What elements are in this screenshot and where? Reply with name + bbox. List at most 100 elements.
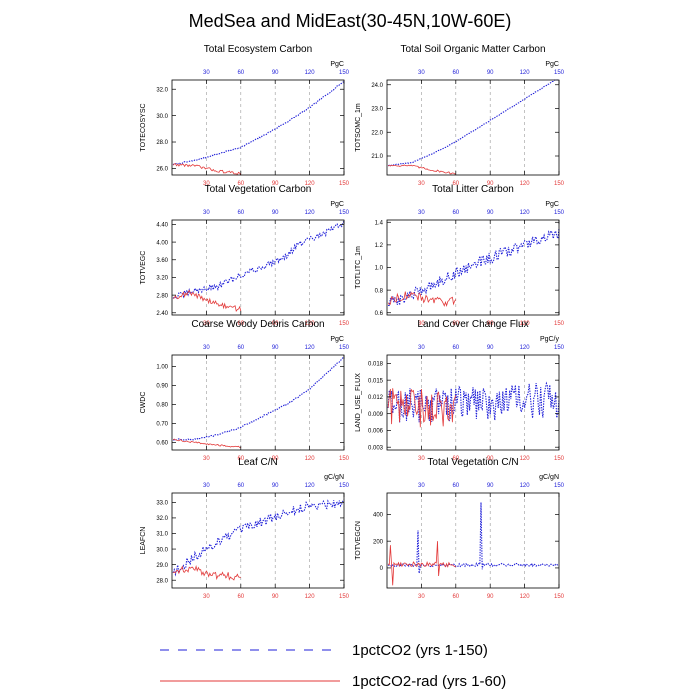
x-tick-label-bottom: 30 <box>203 181 210 187</box>
y-axis-label: CWDC <box>140 392 147 414</box>
x-tick-label-top: 120 <box>520 210 531 216</box>
y-tick-label: 32.0 <box>156 87 168 93</box>
y-tick-label: 2.40 <box>156 311 168 317</box>
x-tick-label-bottom: 90 <box>272 456 279 462</box>
y-axis-label: TOTVEGCN <box>355 521 362 560</box>
y-tick-label: 0.80 <box>156 403 168 409</box>
x-tick-label-top: 90 <box>272 70 279 76</box>
legend-label-1pctco2-rad: 1pctCO2-rad (yrs 1-60) <box>352 673 506 690</box>
y-tick-label: 28.0 <box>156 578 168 584</box>
x-tick-label-top: 90 <box>272 345 279 351</box>
x-tick-label-top: 60 <box>452 70 459 76</box>
x-tick-label-top: 150 <box>554 483 565 489</box>
x-tick-label-top: 90 <box>272 210 279 216</box>
y-tick-label: 0.006 <box>368 429 384 435</box>
y-tick-label: 0.60 <box>156 441 168 447</box>
y-axis-label: TOTECOSYSC <box>140 103 147 151</box>
y-tick-label: 32.0 <box>156 516 168 522</box>
panel-title: Land Cover Change Flux <box>417 319 528 330</box>
x-tick-label-top: 60 <box>452 210 459 216</box>
x-tick-label-top: 30 <box>203 345 210 351</box>
y-tick-label: 0.8 <box>375 288 384 294</box>
series-line-1pctco2-yrs-1-150 <box>387 381 560 424</box>
x-tick-label-top: 150 <box>339 345 350 351</box>
y-tick-label: 1.2 <box>375 243 384 249</box>
series-line-1pctco2-rad-yrs-1-60 <box>173 289 242 313</box>
y-tick-label: 0 <box>380 566 384 572</box>
x-tick-label-bottom: 120 <box>520 321 531 327</box>
x-tick-label-bottom: 90 <box>272 181 279 187</box>
panel-total-vegetation-carbon: Total Vegetation Carbon PgC TOTVEGC 2.40 2.8… <box>140 184 350 327</box>
plot-frame <box>171 354 345 451</box>
series-line-1pctco2-rad-yrs-1-60 <box>172 438 241 448</box>
y-tick-label: 2.80 <box>156 293 168 299</box>
series-line-1pctco2-rad-yrs-1-60 <box>172 564 241 581</box>
y-tick-label: 24.0 <box>371 83 383 89</box>
x-tick-label-bottom: 30 <box>418 181 425 187</box>
x-tick-label-top: 60 <box>237 345 244 351</box>
y-tick-label: 0.012 <box>368 395 384 401</box>
series-line-1pctco2-yrs-1-150 <box>388 228 560 306</box>
panel-title: Total Ecosystem Carbon <box>204 44 312 55</box>
x-tick-label-top: 120 <box>305 483 316 489</box>
y-tick-label: 4.00 <box>156 240 168 246</box>
y-tick-label: 30.0 <box>156 114 168 120</box>
x-tick-label-bottom: 30 <box>203 321 210 327</box>
unit-label: gC/gN <box>539 474 559 481</box>
x-tick-label-top: 30 <box>418 345 425 351</box>
y-axis-label: TOTVEGC <box>140 251 147 285</box>
plot-frame <box>386 219 560 316</box>
x-tick-label-bottom: 120 <box>520 594 531 600</box>
x-tick-label-bottom: 120 <box>520 181 531 187</box>
x-tick-label-top: 120 <box>305 210 316 216</box>
x-tick-label-bottom: 150 <box>554 594 565 600</box>
x-tick-label-top: 30 <box>203 483 210 489</box>
plot-frame <box>171 79 345 176</box>
plot-frame <box>386 79 560 176</box>
x-tick-label-top: 90 <box>487 70 494 76</box>
x-tick-label-bottom: 60 <box>237 181 244 187</box>
x-tick-label-top: 60 <box>452 483 459 489</box>
panel-coarse-woody-debris-carbon: Coarse Woody Debris Carbon PgC CWDC 0.60 0.7… <box>140 319 350 462</box>
x-tick-label-bottom: 60 <box>452 321 459 327</box>
x-tick-label-top: 30 <box>418 210 425 216</box>
x-tick-label-top: 150 <box>339 483 350 489</box>
legend: 1pctCO2 (yrs 1-150) 1pctCO2-rad (yrs 1-6… <box>160 642 506 690</box>
y-tick-label: 3.60 <box>156 258 168 264</box>
y-tick-label: 400 <box>373 513 384 519</box>
y-tick-label: 1.0 <box>375 266 384 272</box>
x-tick-label-bottom: 120 <box>305 181 316 187</box>
plot-frame <box>171 492 345 589</box>
x-tick-label-top: 90 <box>487 210 494 216</box>
x-tick-label-bottom: 150 <box>554 321 565 327</box>
legend-label-1pctco2: 1pctCO2 (yrs 1-150) <box>352 642 488 659</box>
series-line-1pctco2-rad-yrs-1-60 <box>387 541 456 586</box>
series-line-1pctco2-rad-yrs-1-60 <box>387 164 456 175</box>
x-tick-label-top: 120 <box>520 483 531 489</box>
series-line-1pctco2-yrs-1-150 <box>172 499 345 577</box>
x-tick-label-bottom: 60 <box>452 594 459 600</box>
panel-title: Coarse Woody Debris Carbon <box>191 319 324 330</box>
x-tick-label-top: 150 <box>554 70 565 76</box>
x-tick-label-top: 90 <box>487 345 494 351</box>
y-tick-label: 26.0 <box>156 167 168 173</box>
x-tick-label-top: 90 <box>272 483 279 489</box>
x-tick-label-top: 30 <box>203 210 210 216</box>
series-line-1pctco2-yrs-1-150 <box>172 220 345 300</box>
unit-label: PgC <box>545 61 559 68</box>
unit-label: PgC <box>330 61 344 68</box>
y-tick-label: 29.0 <box>156 563 168 569</box>
panels: Total Ecosystem Carbon PgC TOTECOSYSC 26.0 2… <box>140 44 565 600</box>
y-axis-label: LEAFCN <box>140 527 147 555</box>
x-tick-label-bottom: 60 <box>452 456 459 462</box>
y-axis-label: TOTSOMC_1m <box>355 103 362 152</box>
y-tick-label: 0.003 <box>368 445 384 451</box>
x-tick-label-bottom: 30 <box>203 456 210 462</box>
y-tick-label: 28.0 <box>156 140 168 146</box>
panel-leaf-c-n: Leaf C/N gC/gN LEAFCN 28.0 29.0 30.0 31.0 32.0 3… <box>140 457 350 600</box>
x-tick-label-bottom: 60 <box>237 321 244 327</box>
x-tick-label-bottom: 150 <box>339 594 350 600</box>
